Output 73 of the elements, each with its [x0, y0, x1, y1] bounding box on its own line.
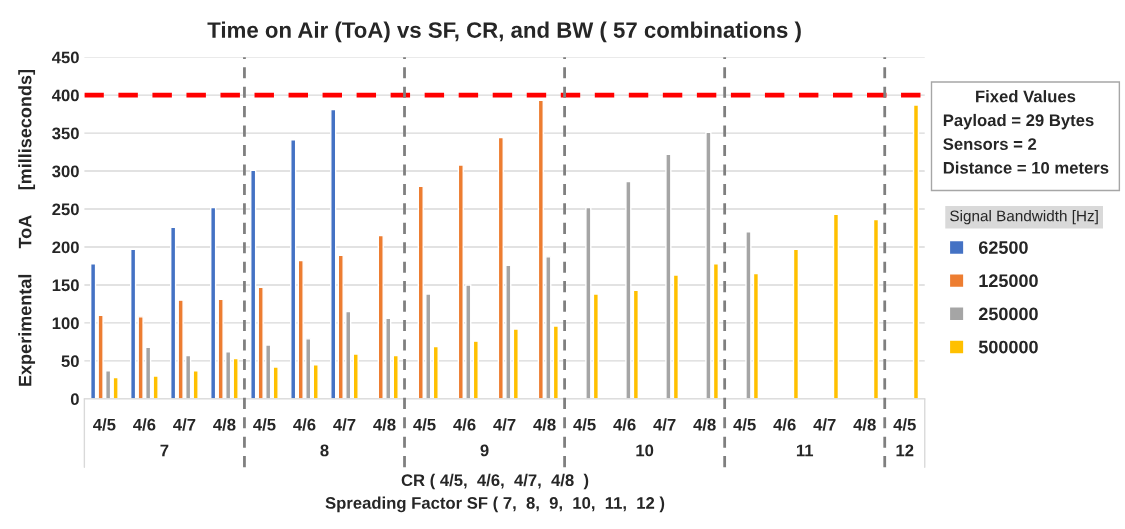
- x-tick-label: 4/5: [893, 418, 916, 431]
- text: 11: [796, 444, 814, 457]
- bar: [130, 248, 137, 399]
- y-tick-label: 400: [51, 89, 79, 102]
- legend-label: 250000: [978, 307, 1038, 321]
- bar: [112, 376, 119, 399]
- bar: [392, 354, 399, 399]
- bar: [592, 293, 599, 399]
- y-tick-label: 450: [51, 51, 79, 64]
- y-tick-label: 150: [52, 279, 79, 292]
- bar: [312, 363, 319, 399]
- bar: [192, 370, 199, 399]
- legend-label: 125000: [979, 274, 1038, 288]
- x-tick-label: 4/8: [533, 418, 556, 431]
- bar: [512, 328, 519, 399]
- text: Fixed Values: [976, 90, 1076, 103]
- bar: [872, 218, 880, 399]
- bar: [290, 139, 297, 399]
- y-tick-label: 200: [52, 241, 79, 254]
- bar: [792, 248, 800, 399]
- bar: [232, 357, 239, 399]
- y-tick-label: 100: [52, 317, 79, 330]
- bar: [585, 206, 592, 399]
- x-tick-label: 4/5: [413, 418, 436, 431]
- text: 12: [896, 444, 914, 457]
- y-tick-label: 250: [52, 203, 79, 216]
- bar: [352, 353, 359, 399]
- x-tick-label: 4/7: [653, 418, 676, 431]
- bar: [330, 108, 337, 399]
- text: 7: [160, 444, 169, 457]
- bar: [552, 325, 559, 399]
- x-tick-label: 4/5: [93, 418, 116, 431]
- x-tick-label: 4/8: [853, 418, 876, 431]
- x-tick-label: 4/6: [293, 418, 316, 431]
- bar: [912, 104, 920, 399]
- bar: [210, 206, 217, 399]
- bar: [472, 340, 479, 399]
- x-tick-label: 4/5: [253, 418, 276, 431]
- bar: [272, 366, 279, 399]
- y-tick-label: 0: [70, 393, 79, 406]
- text: Payload = 29 Bytes: [943, 113, 1094, 130]
- x-tick-label: 4/7: [813, 418, 836, 431]
- legend-label: 62500: [978, 241, 1028, 254]
- text: 9: [480, 444, 489, 457]
- x-axis-title: CR ( 4/5, 4/6, 4/7, 4/8 ) Spreading Factor SF ( 7, 8, 9, 10, 11, 12 ): [325, 473, 665, 513]
- x-tick-label: 4/8: [693, 418, 716, 431]
- x-tick-label: 4/7: [333, 418, 356, 431]
- legend-label: 500000: [978, 340, 1038, 354]
- bar: [152, 375, 159, 399]
- y-tick-label: 350: [52, 127, 79, 140]
- bar: [432, 345, 439, 399]
- x-tick-label: 4/7: [493, 418, 516, 431]
- y-axis-title: Experimental ToA [milliseconds]: [18, 69, 36, 386]
- y-tick-label: 50: [61, 355, 79, 368]
- x-tick-label: 4/5: [573, 418, 596, 431]
- text: Distance = 10 meters: [943, 161, 1109, 174]
- x-tick-label: 4/6: [133, 418, 156, 431]
- text: Sensors = 2: [943, 138, 1037, 150]
- y-tick-label: 300: [52, 165, 79, 178]
- legend-title: Signal Bandwidth [Hz]: [950, 210, 1098, 225]
- x-tick-label: 4/8: [373, 418, 396, 431]
- chart-title: Time on Air (ToA) vs SF, CR, and BW ( 57 combinations ): [207, 21, 801, 43]
- text: 8: [320, 444, 329, 457]
- bar: [250, 169, 257, 399]
- bar: [170, 226, 177, 399]
- x-tick-label: 4/6: [453, 418, 476, 431]
- x-tick-label: 4/5: [733, 418, 756, 431]
- bar: [832, 213, 840, 399]
- x-tick-label: 4/6: [773, 418, 796, 431]
- x-tick-label: 4/8: [213, 418, 236, 431]
- text: 10: [636, 444, 654, 457]
- x-tick-label: 4/6: [613, 418, 636, 431]
- x-tick-label: 4/7: [173, 418, 196, 431]
